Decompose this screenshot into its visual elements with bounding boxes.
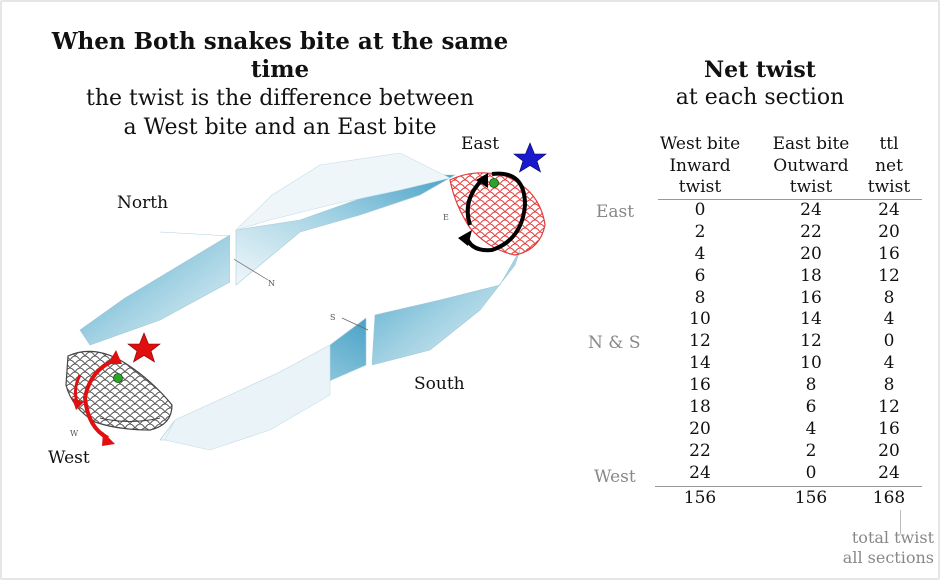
net-value-row-2: 16: [878, 243, 900, 264]
west-value-row-9: 18: [689, 397, 711, 418]
label-west: West: [48, 448, 90, 468]
title-line-2: a West bite and an East bite: [123, 115, 437, 140]
label-north: North: [117, 193, 169, 213]
east-value-row-6: 12: [800, 331, 822, 352]
net-value-row-7: 4: [883, 353, 895, 374]
table-title: Net twist: [704, 57, 816, 83]
west-eye-icon: [113, 373, 123, 383]
east-value-row-5: 14: [800, 309, 822, 330]
east-star-icon: [513, 142, 547, 173]
west-value-row-0: 0: [694, 200, 706, 220]
label-south: South: [414, 374, 465, 394]
east-eye-icon: [489, 178, 499, 188]
west-value-row-5: 10: [689, 309, 711, 330]
label-s: S: [330, 313, 335, 322]
title-line-1: the twist is the difference between: [86, 86, 474, 111]
net-value-row-6: 0: [883, 331, 895, 352]
west-value-row-10: 20: [689, 418, 711, 439]
west-value-row-4: 8: [694, 287, 706, 308]
west-value-row-6: 12: [689, 331, 711, 352]
east-value-row-1: 22: [800, 221, 822, 242]
section-label-ns: N & S: [588, 333, 641, 353]
east-value-row-4: 16: [800, 287, 822, 308]
total-net: 168: [872, 488, 906, 508]
label-east: East: [461, 134, 500, 154]
table-subtitle: at each section: [675, 85, 845, 110]
east-rotation-arrow-icon: [458, 171, 528, 253]
twisted-ribbon-diagram: N E S W: [65, 142, 547, 451]
east-value-row-9: 6: [805, 397, 817, 418]
east-value-row-3: 18: [800, 265, 822, 286]
column-east-values: 24 22 20 18 16 14 12 10 8 6 4 2 0: [758, 200, 864, 485]
title-block: When Both snakes bite at the same time t…: [20, 28, 540, 142]
east-value-row-2: 20: [800, 243, 822, 264]
net-value-row-10: 16: [878, 418, 900, 439]
total-east: 156: [794, 488, 828, 508]
net-value-row-4: 8: [883, 287, 895, 308]
total-west: 156: [683, 488, 717, 508]
east-value-row-12: 0: [805, 462, 817, 483]
section-label-west: West: [594, 467, 636, 487]
net-value-row-5: 4: [883, 309, 895, 330]
east-value-row-10: 4: [805, 418, 817, 439]
header-east-bite: East bite Outward twist: [772, 134, 850, 197]
west-star-icon: [127, 332, 161, 363]
west-value-row-11: 22: [689, 440, 711, 461]
title-main: When Both snakes bite at the same time: [51, 28, 509, 83]
net-value-row-11: 20: [878, 440, 900, 461]
east-value-row-0: 24: [800, 200, 822, 220]
east-value-row-11: 2: [805, 440, 817, 461]
south-ribbon: [159, 249, 521, 451]
north-ribbon: [79, 152, 457, 346]
totals-rule: [655, 486, 922, 487]
net-value-row-8: 8: [883, 375, 895, 396]
net-value-row-0: 24: [878, 200, 900, 220]
column-west-values: 0 2 4 6 8 10 12 14 16 18 20 22 24: [648, 200, 752, 485]
west-value-row-7: 14: [689, 353, 711, 374]
total-note: total twist all sections: [842, 528, 934, 567]
header-net-twist: ttl net twist: [867, 134, 911, 197]
header-rule: [658, 199, 922, 200]
west-value-row-8: 16: [689, 375, 711, 396]
net-value-row-12: 24: [878, 462, 900, 483]
label-e: E: [443, 213, 449, 222]
west-rotation-arrow-icon: [72, 350, 122, 446]
note-pointer: [900, 510, 901, 534]
west-value-row-3: 6: [694, 265, 706, 286]
table-heading: Net twist at each section: [600, 56, 920, 112]
label-w: W: [70, 429, 79, 438]
west-value-row-1: 2: [694, 221, 706, 242]
label-n: N: [268, 279, 275, 288]
section-label-east: East: [596, 202, 635, 222]
east-value-row-8: 8: [805, 375, 817, 396]
west-value-row-2: 4: [694, 243, 706, 264]
net-value-row-9: 12: [878, 397, 900, 418]
west-value-row-12: 24: [689, 462, 711, 483]
net-value-row-1: 20: [878, 221, 900, 242]
net-value-row-3: 12: [878, 265, 900, 286]
column-net-values: 24 20 16 12 8 4 0 4 8 12 16 20 24: [862, 200, 916, 485]
east-value-row-7: 10: [800, 353, 822, 374]
header-west-bite: West bite Inward twist: [659, 134, 741, 197]
